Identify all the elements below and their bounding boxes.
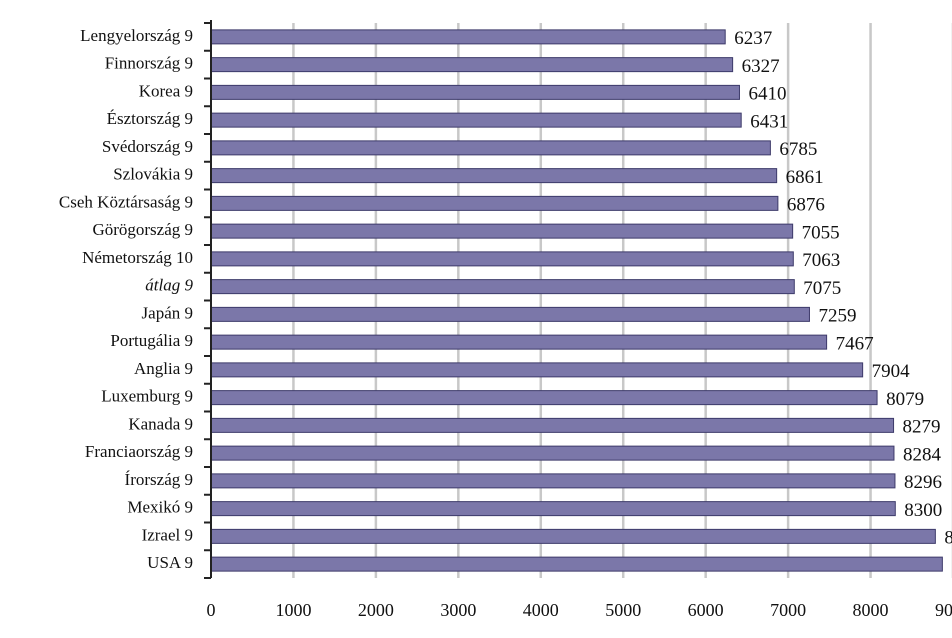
x-tick-label: 2000: [358, 600, 394, 620]
value-label: 6861: [786, 167, 824, 188]
bar: [210, 334, 828, 350]
y-tick-label: átlag 9: [145, 276, 193, 295]
y-tick-label: Franciaország 9: [85, 442, 193, 461]
y-tick-label: Anglia 9: [134, 359, 193, 378]
x-tick-label: 7000: [770, 600, 806, 620]
y-tick-label: Svédország 9: [102, 137, 193, 156]
bar: [210, 112, 742, 128]
value-label: 8786: [944, 528, 952, 549]
x-tick-label: 6000: [688, 600, 724, 620]
value-label: 7075: [803, 278, 841, 299]
bar: [210, 251, 794, 267]
y-tick-label: Korea 9: [139, 81, 193, 100]
bar: [210, 390, 878, 406]
x-tick-label: 1000: [275, 600, 311, 620]
y-tick-label: Cseh Köztársaság 9: [59, 192, 193, 211]
bar: [210, 168, 778, 184]
y-tick-label: Lengyelország 9: [80, 26, 193, 45]
value-label: 6876: [787, 195, 825, 216]
value-label: 8079: [886, 389, 924, 410]
x-tick-label: 3000: [440, 600, 476, 620]
y-tick-label: Luxemburg 9: [101, 387, 193, 406]
bar: [210, 195, 779, 211]
bar: [210, 306, 810, 322]
y-tick-label: Mexikó 9: [127, 498, 193, 517]
y-tick-label: Írország 9: [125, 470, 193, 489]
bar: [210, 84, 740, 100]
bar: [210, 501, 896, 517]
y-tick-label: USA 9: [147, 553, 193, 572]
value-label: 7904: [872, 361, 911, 382]
x-tick-label: 5000: [605, 600, 641, 620]
y-tick-label: Németország 10: [82, 248, 193, 267]
value-label: 7259: [818, 306, 856, 327]
bar: [210, 417, 895, 433]
y-tick-label: Kanada 9: [128, 414, 193, 433]
bar: [210, 29, 726, 45]
value-label: 8284: [903, 444, 942, 465]
y-tick-label: Finnország 9: [105, 54, 193, 73]
x-tick-label: 8000: [853, 600, 889, 620]
value-label: 7055: [802, 222, 840, 243]
bar: [210, 473, 896, 489]
bar: [210, 57, 734, 73]
bar: [210, 528, 936, 544]
value-label: 6431: [750, 111, 788, 132]
bar: [210, 279, 795, 295]
value-label: 6785: [779, 139, 817, 160]
y-tick-label: Észtország 9: [107, 109, 193, 128]
y-tick-label: Portugália 9: [110, 331, 193, 350]
x-tick-label: 9000: [935, 600, 952, 620]
bar: [210, 556, 943, 572]
y-tick-label: Görögország 9: [92, 220, 193, 239]
x-tick-label: 4000: [523, 600, 559, 620]
value-label: 7063: [802, 250, 840, 271]
bar: [210, 362, 864, 378]
bar: [210, 445, 895, 461]
value-label: 7467: [836, 333, 874, 354]
value-label: 8296: [904, 472, 942, 493]
bar: [210, 140, 771, 156]
y-tick-label: Szlovákia 9: [113, 165, 193, 184]
value-label: 8300: [904, 500, 942, 521]
y-tick-label: Japán 9: [142, 303, 193, 322]
value-label: 6327: [742, 56, 780, 77]
value-label: 8279: [903, 417, 941, 438]
x-tick-label: 0: [207, 600, 216, 620]
value-label: 6237: [734, 28, 772, 49]
y-tick-label: Izrael 9: [142, 525, 193, 544]
value-label: 6410: [748, 84, 786, 105]
bar: [210, 223, 794, 239]
